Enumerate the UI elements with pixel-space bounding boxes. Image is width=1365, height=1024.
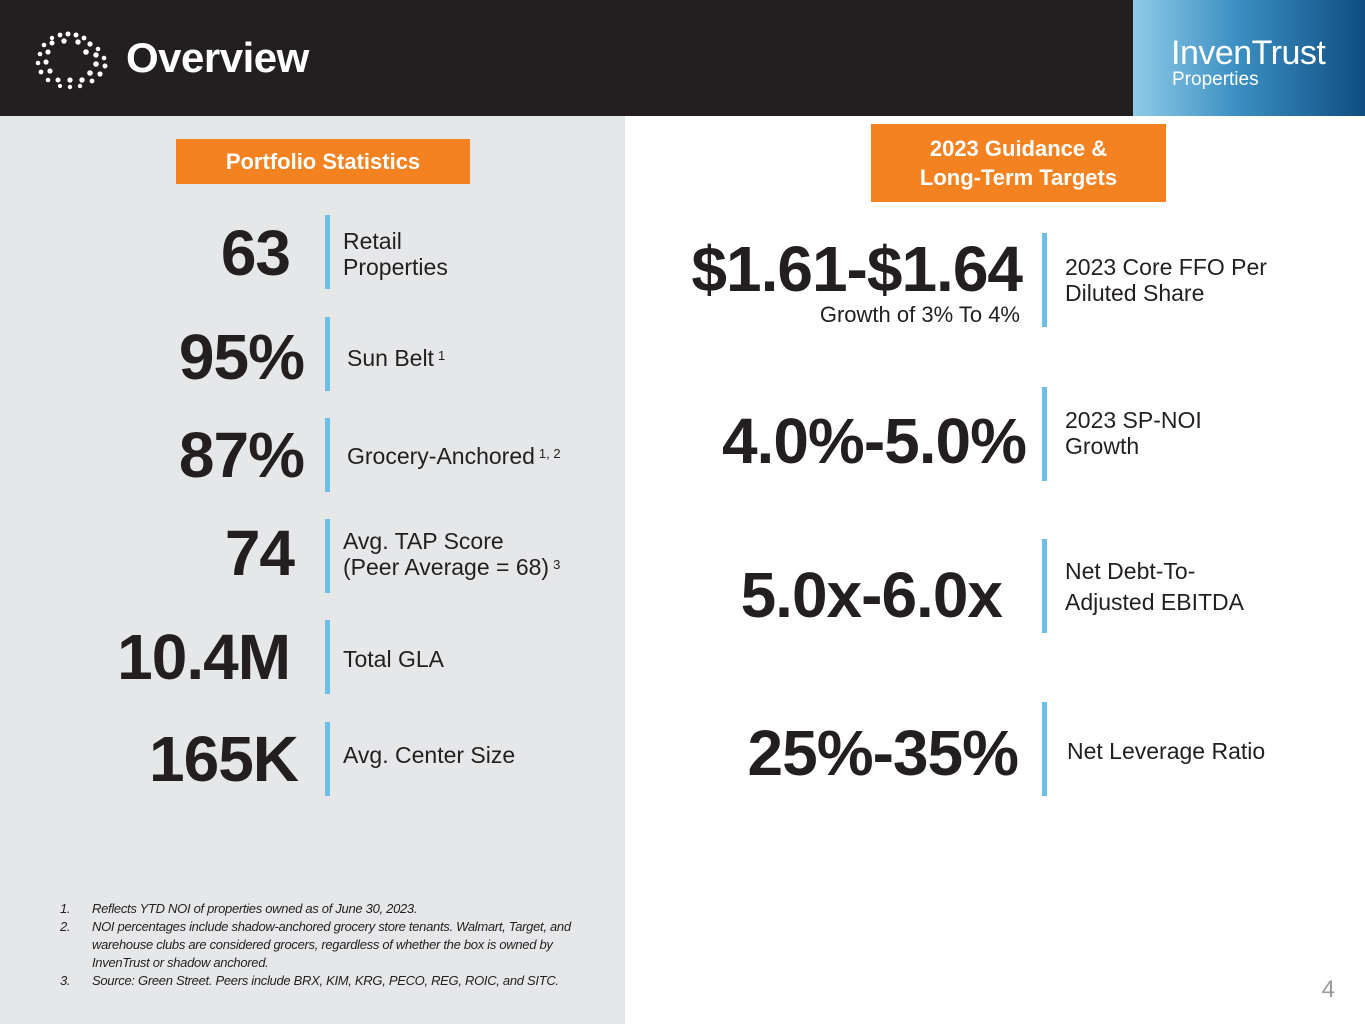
guidance-label-net-leverage: Net Leverage Ratio <box>1067 738 1266 764</box>
guidance-label-sp-noi: 2023 SP-NOI Growth <box>1065 407 1202 459</box>
guidance-value-sp-noi: 4.0%-5.0% <box>721 405 1027 477</box>
footnote-item: 1. Reflects YTD NOI of properties owned a… <box>60 901 418 916</box>
guidance-divider <box>1042 233 1047 327</box>
globe-logo-icon <box>35 31 108 90</box>
stat-value-grocery-anchored: 87% <box>178 419 305 491</box>
guidance-sub-core-ffo: Growth of 3% To 4% <box>819 302 1020 327</box>
footnotes: 1. Reflects YTD NOI of properties owned a… <box>60 900 600 990</box>
stat-label-tap-score: Avg. TAP Score (Peer Average = 68) 3 <box>343 528 561 580</box>
portfolio-statistics-badge: Portfolio Statistics <box>176 139 470 184</box>
page-title: Overview <box>126 34 309 81</box>
stat-value-retail-properties: 63 <box>220 217 291 289</box>
stat-divider <box>325 722 330 796</box>
footnote-item: 3. Source: Green Street. Peers include BR… <box>60 973 559 988</box>
stat-value-total-gla: 10.4M <box>117 621 291 693</box>
stat-label-sun-belt: Sun Belt 1 <box>347 345 446 371</box>
stat-label-retail-properties: Retail Properties <box>343 228 448 280</box>
page-number: 4 <box>1321 976 1335 1003</box>
guidance-divider <box>1042 702 1047 796</box>
brand-logo: InvenTrust Properties <box>1133 0 1365 116</box>
stat-value-sun-belt: 95% <box>178 321 305 393</box>
stat-label-total-gla: Total GLA <box>343 646 444 672</box>
footnote-item: 2. NOI percentages include shadow-anchore… <box>60 919 571 970</box>
guidance-badge: 2023 Guidance & Long-Term Targets <box>871 124 1166 202</box>
stat-divider <box>325 620 330 694</box>
guidance-divider <box>1042 387 1047 481</box>
stat-divider <box>325 317 330 391</box>
guidance-value-core-ffo: $1.61-$1.64 <box>691 233 1023 305</box>
stat-divider <box>325 519 330 593</box>
stat-value-tap-score: 74 <box>224 517 295 589</box>
header-bar: Overview InvenTrust Properties <box>0 0 1365 116</box>
brand-subtitle: Properties <box>1172 69 1259 90</box>
stat-value-avg-center-size: 165K <box>149 723 299 795</box>
stat-label-avg-center-size: Avg. Center Size <box>343 742 516 768</box>
stat-divider <box>325 215 330 289</box>
brand-name: InvenTrust <box>1171 34 1326 72</box>
guidance-value-net-leverage: 25%-35% <box>747 717 1020 789</box>
guidance-divider <box>1042 539 1047 633</box>
stat-label-grocery-anchored: Grocery-Anchored 1, 2 <box>347 443 561 469</box>
guidance-label-net-debt: Net Debt-To- Adjusted EBITDA <box>1065 558 1244 615</box>
guidance-label-core-ffo: 2023 Core FFO Per Diluted Share <box>1065 254 1267 306</box>
guidance-value-net-debt: 5.0x-6.0x <box>740 559 1003 631</box>
stat-divider <box>325 418 330 492</box>
portfolio-panel <box>0 116 625 1024</box>
